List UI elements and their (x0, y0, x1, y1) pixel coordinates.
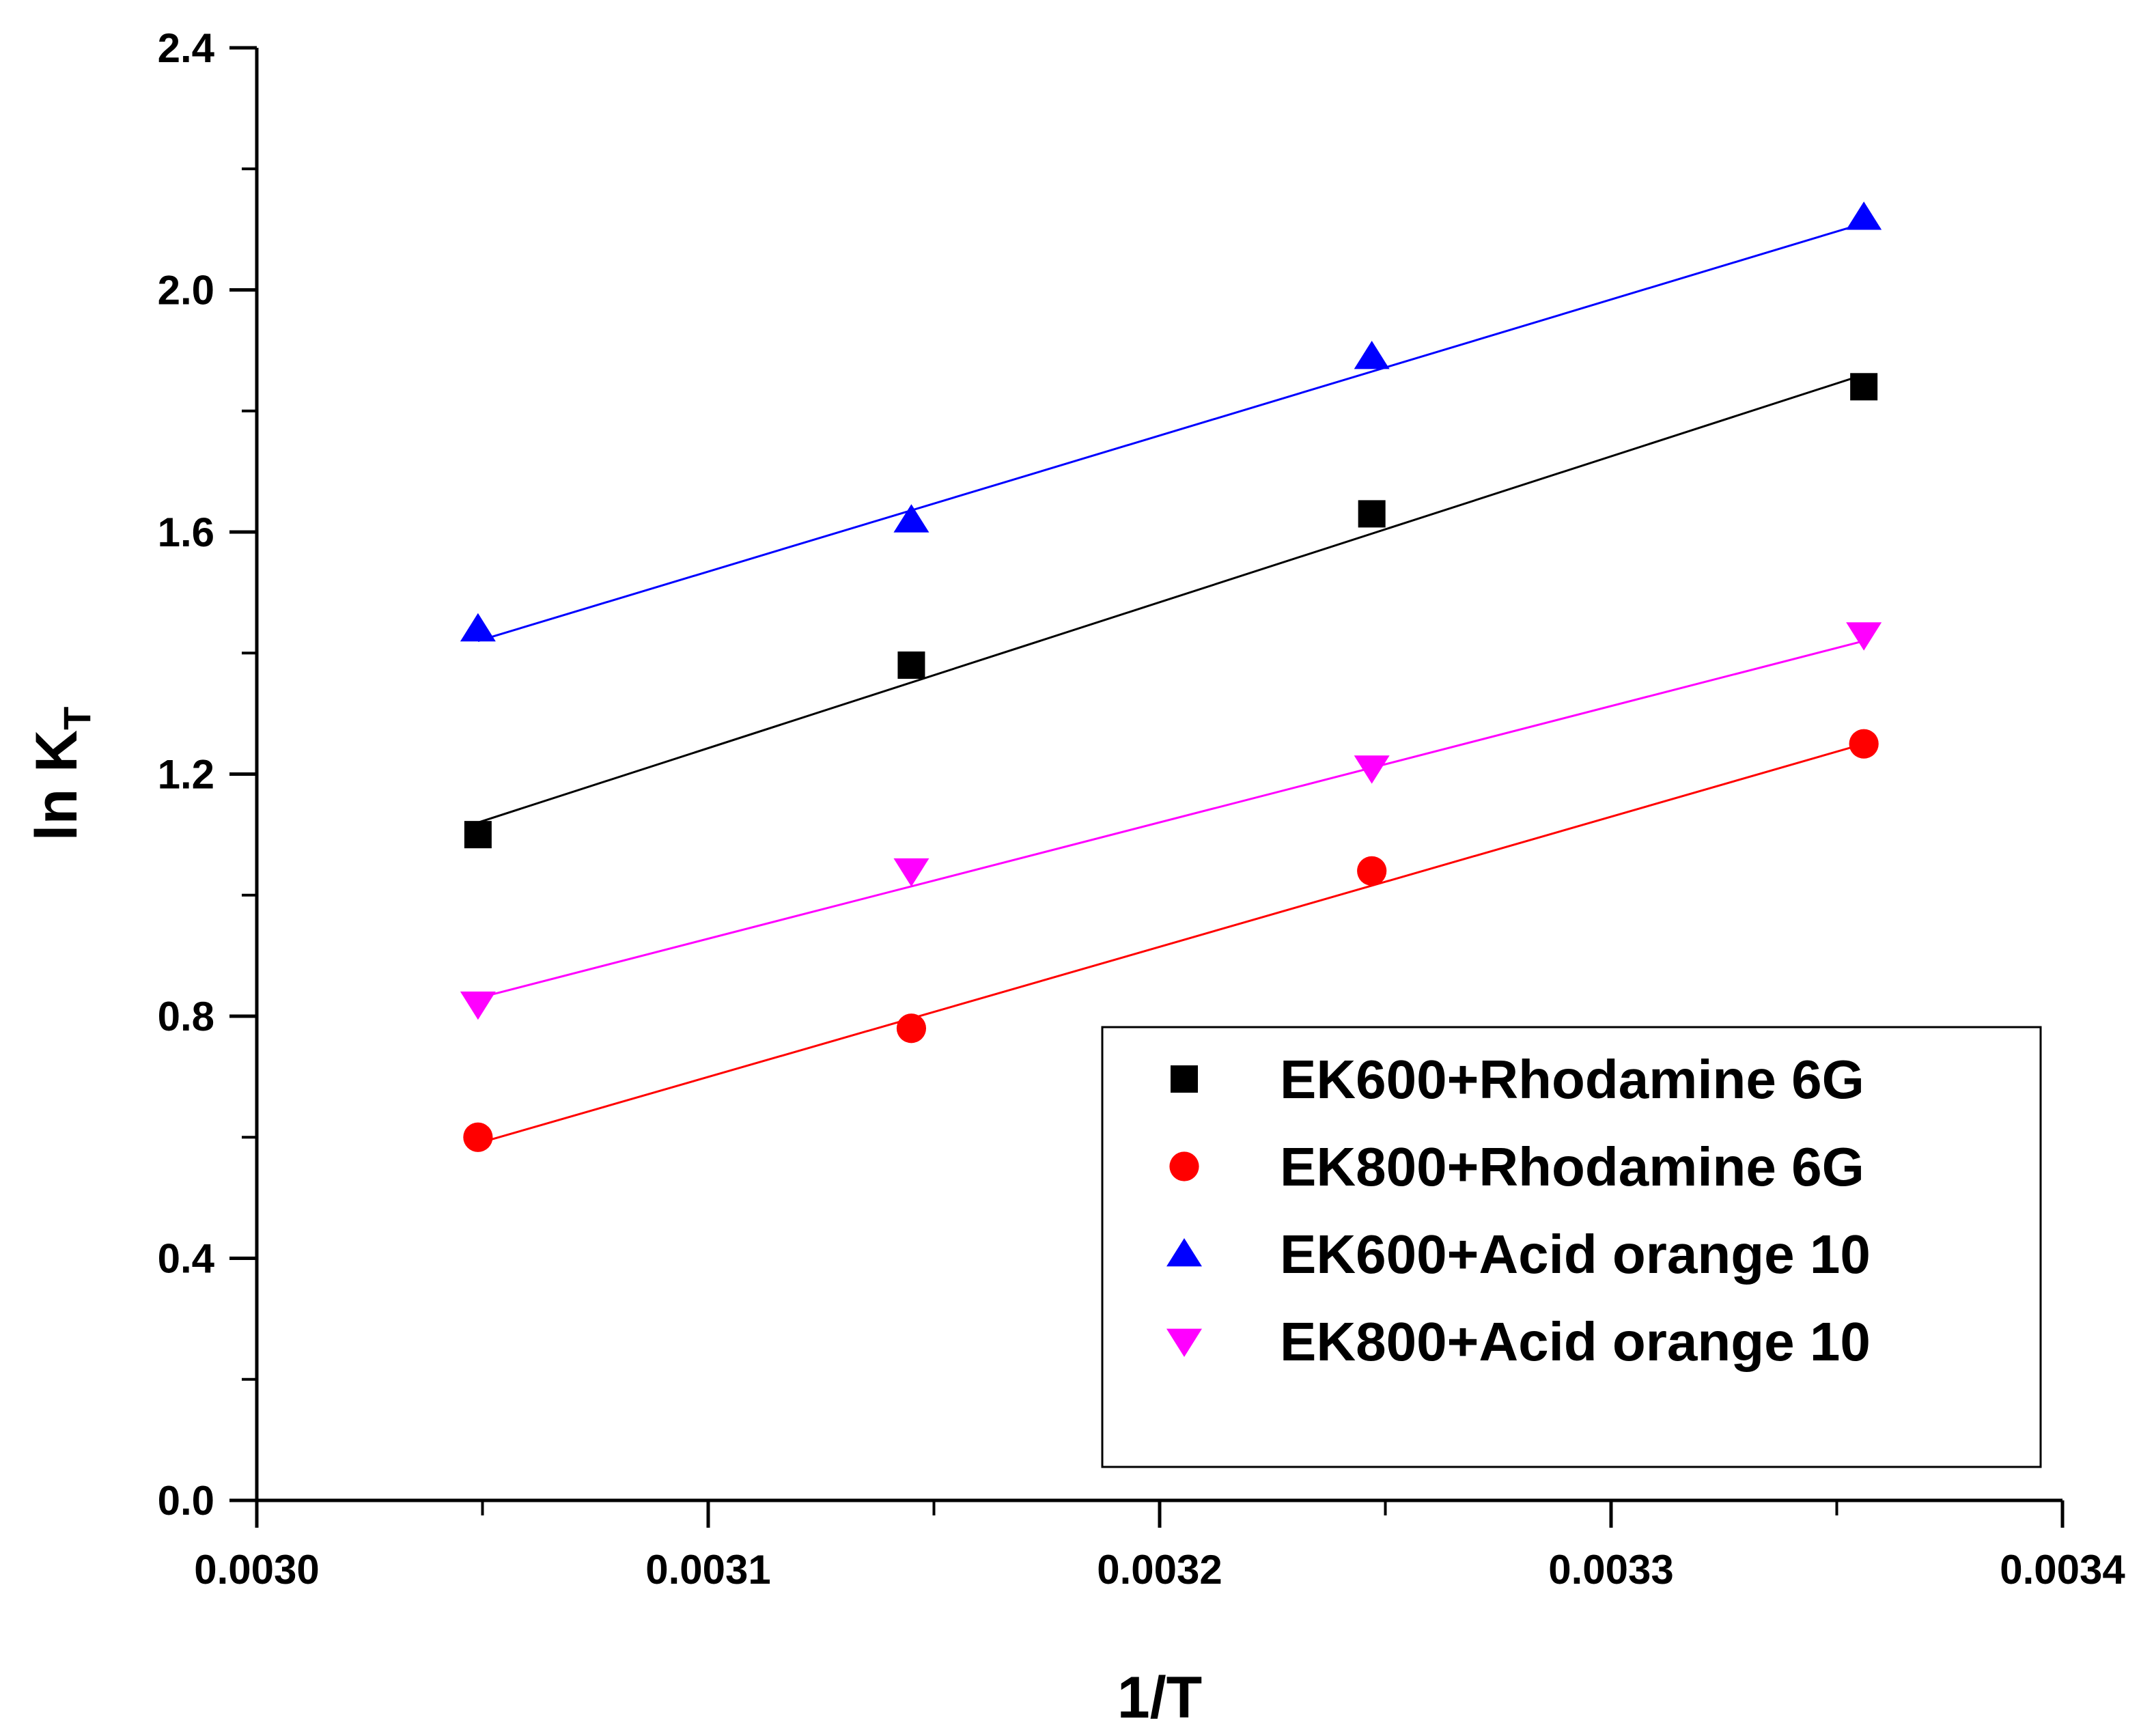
y-axis-title-subscript: T (55, 707, 98, 730)
x-tick-label: 0.0031 (645, 1547, 771, 1593)
data-point-triangle-down (460, 991, 496, 1020)
data-point-square (1358, 500, 1386, 528)
legend-items: EK600+Rhodamine 6G EK800+Rhodamine 6G EK60… (1166, 1049, 1871, 1372)
data-point-circle (463, 1122, 493, 1152)
y-axis-title: ln KT (24, 707, 98, 841)
data-point-circle (1849, 729, 1879, 759)
y-tick-label: 2.0 (158, 268, 214, 313)
y-ticks: 0.0 0.4 0.8 1.2 1.6 2.0 2.4 (158, 25, 257, 1524)
y-axis-title-main: ln K (24, 730, 89, 841)
legend-label: EK600+Rhodamine 6G (1280, 1049, 1864, 1110)
legend-marker (1166, 1328, 1202, 1357)
legend-marker (1169, 1151, 1199, 1181)
x-tick-label: 0.0033 (1548, 1547, 1674, 1593)
data-point-circle (1357, 856, 1387, 886)
data-markers (460, 201, 1882, 1152)
legend-label: EK800+Acid orange 10 (1280, 1311, 1871, 1372)
legend: EK600+Rhodamine 6G EK800+Rhodamine 6G EK60… (1101, 1026, 2042, 1468)
data-point-triangle-up (1846, 201, 1882, 230)
legend-label: EK600+Acid orange 10 (1280, 1224, 1871, 1285)
y-tick-label: 1.6 (158, 509, 214, 555)
data-point-triangle-down (893, 858, 929, 887)
data-point-triangle-up (460, 613, 496, 642)
fit-line (477, 222, 1864, 642)
axes: 0.0030 0.0031 0.0032 0.0033 0.0034 0.0 0.4 0.8… (158, 25, 2126, 1593)
x-tick-label: 0.0032 (1097, 1547, 1222, 1593)
fit-line (477, 640, 1864, 999)
legend-label: EK800+Rhodamine 6G (1280, 1136, 1864, 1197)
data-point-triangle-up (893, 504, 929, 533)
x-tick-label: 0.0034 (2000, 1547, 2125, 1593)
data-point-triangle-down (1354, 755, 1390, 784)
x-ticks: 0.0030 0.0031 0.0032 0.0033 0.0034 (194, 1500, 2125, 1593)
y-tick-label: 0.8 (158, 994, 214, 1039)
fit-lines (477, 222, 1864, 1145)
x-tick-label: 0.0030 (194, 1547, 320, 1593)
data-point-triangle-down (1846, 622, 1882, 651)
y-tick-label: 2.4 (158, 25, 215, 71)
fit-line (477, 742, 1864, 1145)
data-point-circle (896, 1013, 927, 1044)
legend-marker (1166, 1238, 1202, 1267)
data-point-square (897, 651, 925, 679)
y-tick-label: 1.2 (158, 752, 214, 798)
y-tick-label: 0.0 (158, 1478, 214, 1524)
fit-line (477, 374, 1864, 824)
data-point-square (464, 821, 492, 849)
data-point-triangle-up (1354, 340, 1390, 369)
legend-box (1101, 1026, 2042, 1468)
data-point-square (1850, 373, 1878, 401)
x-axis-title: 1/T (1117, 1665, 1202, 1731)
y-tick-label: 0.4 (158, 1236, 215, 1282)
legend-marker (1171, 1065, 1198, 1093)
